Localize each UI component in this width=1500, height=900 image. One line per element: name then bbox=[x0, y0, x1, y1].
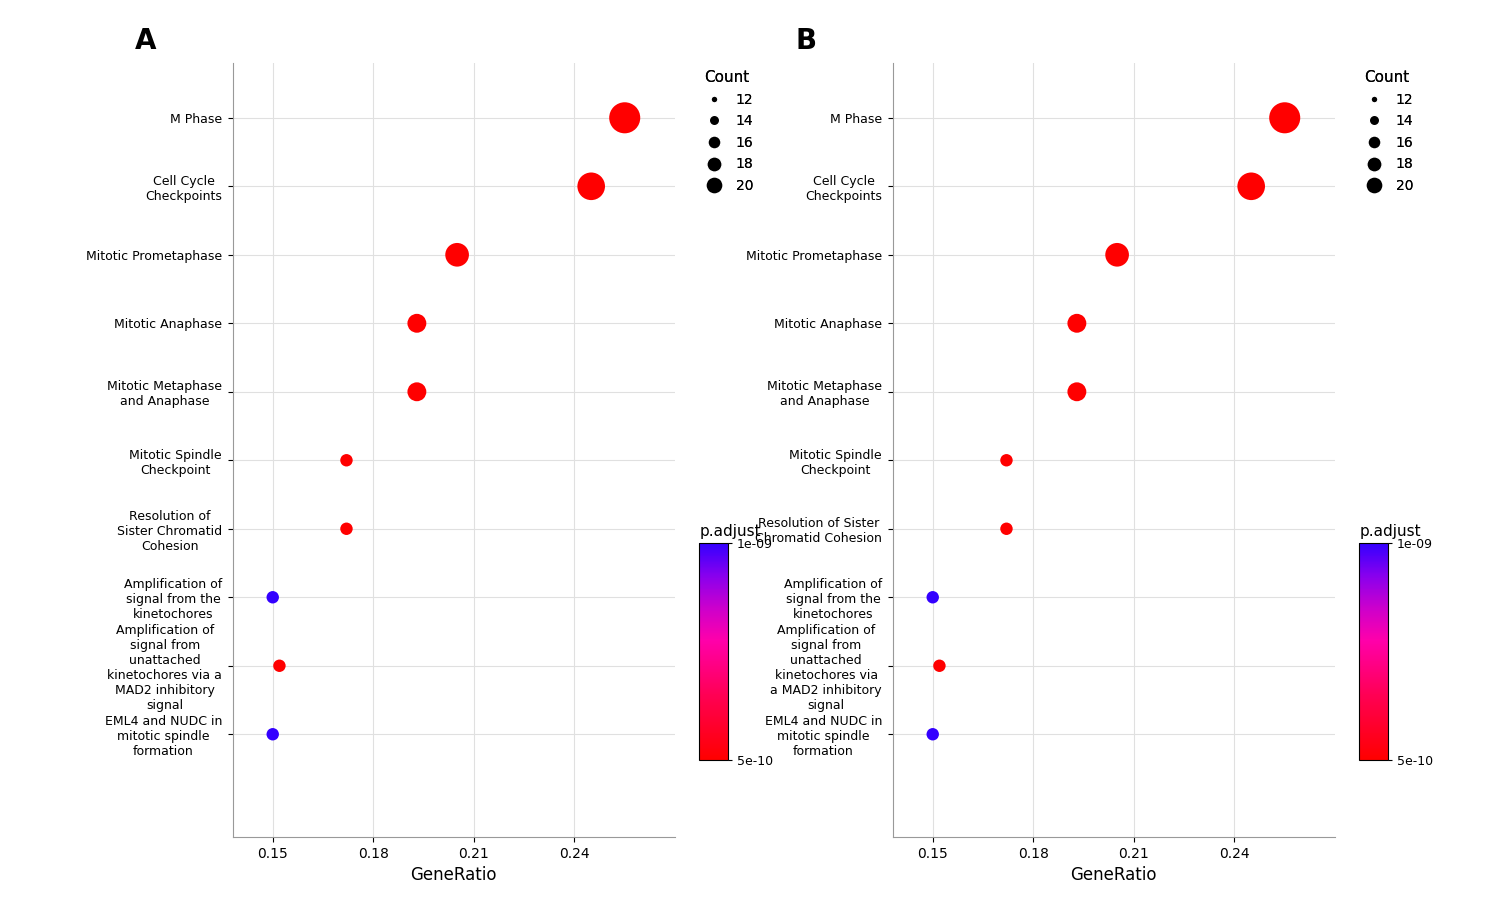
Point bbox=[994, 453, 1018, 467]
Legend: 12, 14, 16, 18, 20: 12, 14, 16, 18, 20 bbox=[1359, 70, 1413, 194]
Point bbox=[921, 590, 945, 605]
X-axis label: GeneRatio: GeneRatio bbox=[411, 867, 497, 885]
Point bbox=[1065, 316, 1089, 330]
X-axis label: GeneRatio: GeneRatio bbox=[1071, 867, 1156, 885]
Point bbox=[1065, 384, 1089, 399]
Point bbox=[334, 522, 358, 536]
Point bbox=[261, 727, 285, 742]
Legend: 12, 14, 16, 18, 20: 12, 14, 16, 18, 20 bbox=[699, 70, 753, 194]
Point bbox=[921, 727, 945, 742]
Point bbox=[405, 384, 429, 399]
Point bbox=[1272, 111, 1296, 125]
Point bbox=[261, 590, 285, 605]
Point bbox=[579, 179, 603, 194]
Point bbox=[1239, 179, 1263, 194]
Point bbox=[267, 659, 291, 673]
Point bbox=[612, 111, 636, 125]
Point bbox=[446, 248, 470, 262]
Point bbox=[334, 453, 358, 467]
Point bbox=[927, 659, 951, 673]
Point bbox=[994, 522, 1018, 536]
Point bbox=[405, 316, 429, 330]
Point bbox=[1106, 248, 1130, 262]
Text: B: B bbox=[795, 27, 816, 55]
Text: A: A bbox=[135, 27, 156, 55]
